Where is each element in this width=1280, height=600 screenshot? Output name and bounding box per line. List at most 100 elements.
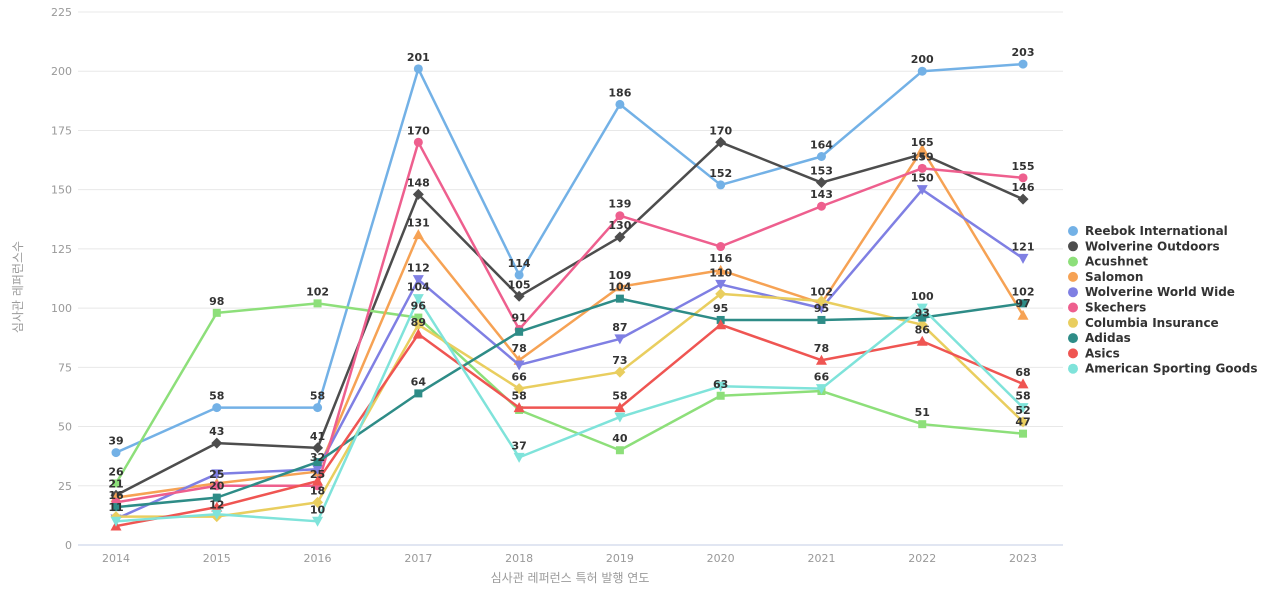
- data-point-wolverine-outdoors-2015[interactable]: [211, 437, 223, 449]
- data-point-american-sporting-goods-2015[interactable]: [211, 509, 223, 520]
- data-point-adidas-2015[interactable]: [212, 493, 221, 502]
- data-point-acushnet-2023[interactable]: [1019, 429, 1028, 438]
- data-point-american-sporting-goods-2019[interactable]: [614, 412, 626, 423]
- data-point-adidas-2016[interactable]: [313, 458, 322, 467]
- data-point-adidas-2017[interactable]: [414, 389, 423, 398]
- data-point-wolverine-world-wide-2017[interactable]: [412, 275, 424, 286]
- legend-marker-asics: [1068, 348, 1078, 359]
- data-point-columbia-insurance-2023[interactable]: [1017, 416, 1029, 428]
- data-point-wolverine-world-wide-2019[interactable]: [614, 334, 626, 345]
- data-point-asics-2022[interactable]: [916, 335, 928, 346]
- data-point-adidas-2019[interactable]: [615, 294, 624, 303]
- data-point-wolverine-world-wide-2020[interactable]: [715, 279, 727, 290]
- data-point-columbia-insurance-2019[interactable]: [614, 366, 626, 378]
- data-point-reebok-international-2015[interactable]: [212, 403, 222, 413]
- data-point-reebok-international-2022[interactable]: [917, 66, 927, 76]
- data-point-reebok-international-2018[interactable]: [514, 270, 524, 280]
- data-point-asics-2019[interactable]: [614, 402, 626, 413]
- data-point-reebok-international-2020[interactable]: [716, 180, 726, 190]
- legend-item-wolverine-world-wide[interactable]: Wolverine World Wide: [1068, 285, 1235, 299]
- data-point-acushnet-2014[interactable]: [112, 479, 120, 488]
- data-point-wolverine-outdoors-2019[interactable]: [614, 231, 626, 243]
- data-point-salomon-2019[interactable]: [614, 281, 626, 292]
- data-point-salomon-2017[interactable]: [412, 229, 424, 240]
- value-label-adidas-2014: 16: [108, 489, 124, 502]
- data-point-acushnet-2016[interactable]: [313, 299, 322, 308]
- legend-item-salomon[interactable]: Salomon: [1068, 270, 1143, 284]
- data-point-wolverine-world-wide-2021[interactable]: [815, 303, 827, 314]
- legend-item-american-sporting-goods[interactable]: American Sporting Goods: [1068, 362, 1258, 376]
- data-point-wolverine-world-wide-2022[interactable]: [916, 185, 928, 196]
- data-point-american-sporting-goods-2017[interactable]: [412, 294, 424, 305]
- data-point-american-sporting-goods-2022[interactable]: [916, 303, 928, 314]
- data-point-wolverine-outdoors-2020[interactable]: [715, 136, 727, 148]
- data-point-acushnet-2015[interactable]: [212, 308, 221, 317]
- data-point-skechers-2023[interactable]: [1018, 173, 1028, 183]
- data-point-reebok-international-2017[interactable]: [413, 64, 423, 74]
- data-point-adidas-2018[interactable]: [515, 327, 524, 336]
- data-point-acushnet-2022[interactable]: [918, 420, 927, 429]
- data-point-salomon-2023[interactable]: [1017, 309, 1029, 320]
- value-label-acushnet-2023: 47: [1015, 416, 1030, 429]
- legend-item-wolverine-outdoors[interactable]: Wolverine Outdoors: [1068, 239, 1220, 253]
- data-point-wolverine-outdoors-2018[interactable]: [513, 290, 525, 302]
- data-point-wolverine-outdoors-2021[interactable]: [815, 177, 827, 189]
- data-point-skechers-2015[interactable]: [212, 481, 222, 491]
- data-point-acushnet-2017[interactable]: [414, 313, 423, 322]
- data-point-reebok-international-2019[interactable]: [615, 99, 625, 109]
- data-point-columbia-insurance-2020[interactable]: [715, 288, 727, 300]
- data-point-skechers-2022[interactable]: [917, 163, 927, 173]
- data-point-american-sporting-goods-2023[interactable]: [1017, 403, 1029, 414]
- data-point-asics-2015[interactable]: [211, 501, 223, 512]
- data-point-american-sporting-goods-2021[interactable]: [815, 384, 827, 395]
- x-tick-label-2019: 2019: [606, 552, 634, 565]
- data-point-reebok-international-2023[interactable]: [1018, 59, 1028, 69]
- value-label-reebok-international-2023: 203: [1012, 46, 1035, 59]
- data-point-skechers-2017[interactable]: [413, 137, 423, 147]
- data-point-columbia-insurance-2016[interactable]: [312, 496, 324, 508]
- data-point-reebok-international-2021[interactable]: [816, 152, 826, 162]
- data-point-american-sporting-goods-2018[interactable]: [513, 452, 525, 463]
- data-point-american-sporting-goods-2016[interactable]: [312, 516, 324, 527]
- data-point-wolverine-world-wide-2016[interactable]: [312, 464, 324, 475]
- legend-item-reebok-international[interactable]: Reebok International: [1068, 224, 1228, 238]
- data-point-columbia-insurance-2021[interactable]: [815, 295, 827, 307]
- value-label-reebok-international-2018: 114: [508, 257, 531, 270]
- data-point-adidas-2014[interactable]: [112, 503, 120, 512]
- data-point-columbia-insurance-2018[interactable]: [513, 383, 525, 395]
- data-point-skechers-2021[interactable]: [816, 201, 826, 211]
- data-point-wolverine-world-wide-2018[interactable]: [513, 360, 525, 371]
- legend-item-asics[interactable]: Asics: [1068, 346, 1120, 360]
- data-point-reebok-international-2014[interactable]: [111, 448, 121, 458]
- data-point-wolverine-outdoors-2016[interactable]: [312, 442, 324, 454]
- legend-item-adidas[interactable]: Adidas: [1068, 331, 1131, 345]
- legend-item-columbia-insurance[interactable]: Columbia Insurance: [1068, 316, 1219, 330]
- legend-item-skechers[interactable]: Skechers: [1068, 301, 1146, 315]
- data-point-acushnet-2019[interactable]: [615, 446, 624, 455]
- data-point-adidas-2021[interactable]: [817, 315, 826, 324]
- data-point-columbia-insurance-2017[interactable]: [412, 319, 424, 331]
- data-point-asics-2023[interactable]: [1017, 378, 1029, 389]
- data-point-salomon-2020[interactable]: [715, 264, 727, 275]
- data-point-wolverine-outdoors-2017[interactable]: [412, 188, 424, 200]
- data-point-asics-2021[interactable]: [815, 354, 827, 365]
- data-point-adidas-2022[interactable]: [918, 313, 927, 322]
- y-tick-label: 225: [51, 6, 72, 19]
- data-point-reebok-international-2016[interactable]: [313, 403, 323, 413]
- legend-item-acushnet[interactable]: Acushnet: [1068, 255, 1148, 269]
- data-point-american-sporting-goods-2020[interactable]: [715, 381, 727, 392]
- data-point-skechers-2019[interactable]: [615, 211, 625, 221]
- data-point-wolverine-world-wide-2023[interactable]: [1017, 253, 1029, 264]
- data-point-wolverine-world-wide-2015[interactable]: [211, 469, 223, 480]
- data-point-acushnet-2020[interactable]: [716, 391, 725, 400]
- data-point-adidas-2023[interactable]: [1019, 299, 1028, 308]
- data-point-columbia-insurance-2022[interactable]: [916, 319, 928, 331]
- data-point-american-sporting-goods-2014[interactable]: [110, 516, 122, 527]
- data-point-asics-2020[interactable]: [715, 319, 727, 330]
- data-point-asics-2018[interactable]: [513, 402, 525, 413]
- data-point-asics-2016[interactable]: [312, 475, 324, 486]
- data-point-skechers-2020[interactable]: [716, 242, 726, 252]
- data-point-salomon-2022[interactable]: [916, 143, 928, 154]
- data-point-asics-2017[interactable]: [412, 328, 424, 339]
- data-point-wolverine-outdoors-2023[interactable]: [1017, 193, 1029, 205]
